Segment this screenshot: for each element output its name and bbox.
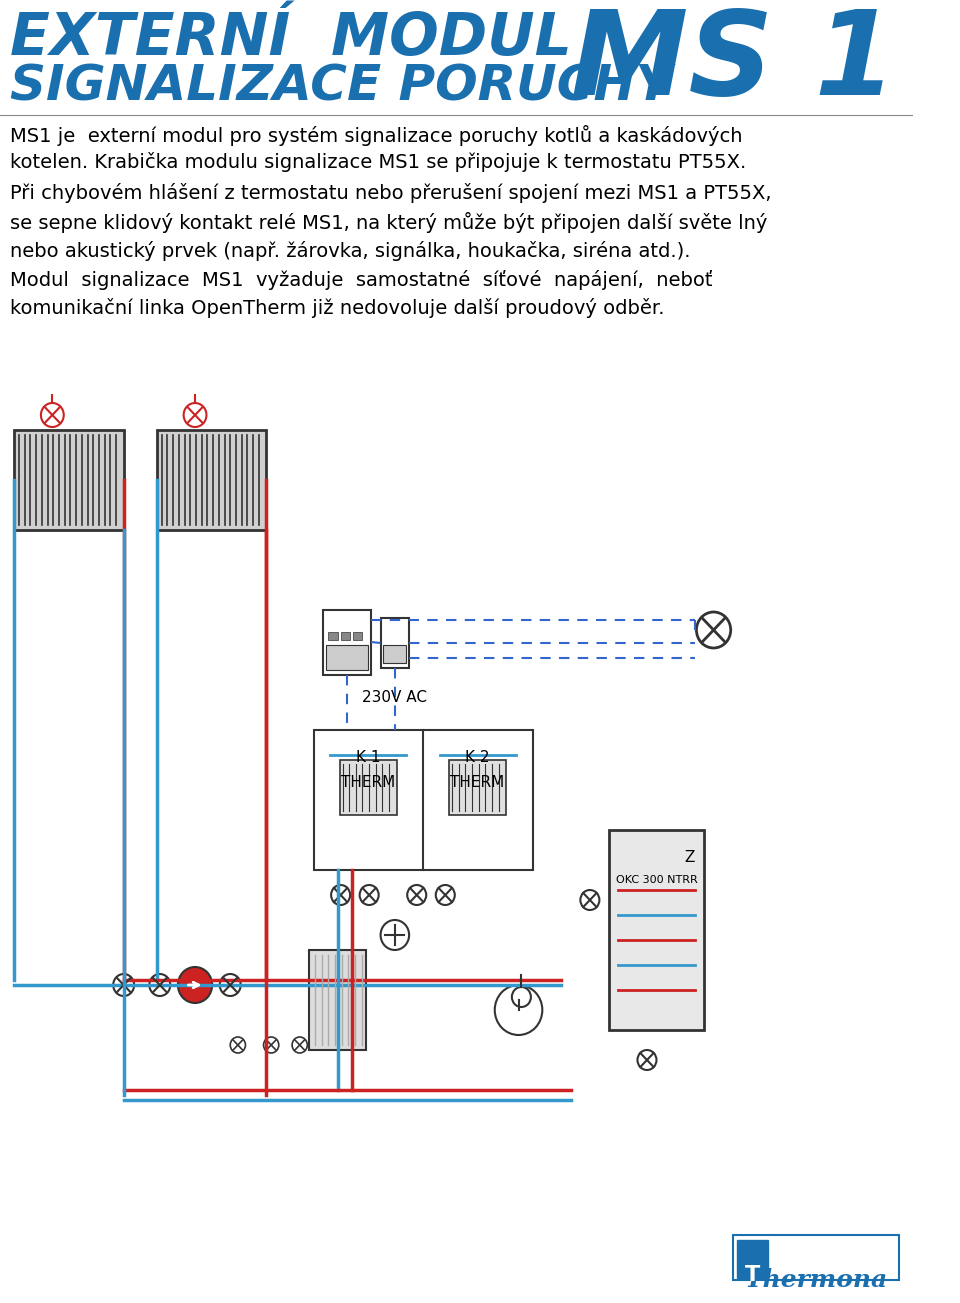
- Bar: [353, 632, 363, 640]
- Text: OKC 300 NTRR: OKC 300 NTRR: [615, 876, 697, 885]
- Bar: [314, 730, 533, 870]
- Bar: [328, 632, 338, 640]
- Text: THERM: THERM: [450, 775, 505, 790]
- Text: 230V AC: 230V AC: [362, 691, 426, 705]
- Text: T: T: [745, 1265, 760, 1285]
- Text: K 2: K 2: [466, 751, 490, 765]
- Text: MS 1: MS 1: [571, 5, 897, 120]
- Bar: [157, 430, 267, 530]
- Bar: [341, 632, 350, 640]
- Text: SIGNALIZACE PORUCHY: SIGNALIZACE PORUCHY: [10, 63, 671, 109]
- Text: Thermona: Thermona: [745, 1268, 888, 1293]
- Bar: [737, 1240, 768, 1278]
- Text: K 1: K 1: [356, 751, 380, 765]
- Circle shape: [178, 967, 212, 1003]
- Bar: [732, 1235, 900, 1280]
- Text: THERM: THERM: [341, 775, 396, 790]
- Text: EXTERNÍ  MODUL: EXTERNÍ MODUL: [10, 10, 571, 66]
- Bar: [324, 610, 372, 675]
- Bar: [326, 645, 369, 670]
- Bar: [383, 645, 406, 663]
- Bar: [380, 618, 409, 668]
- Text: MS1 je  externí modul pro systém signalizace poruchy kotlů a kaskádových
kotelen: MS1 je externí modul pro systém signaliz…: [10, 125, 746, 172]
- Text: Při chybovém hlášení z termostatu nebo přerušení spojení mezi MS1 a PT55X,
se se: Při chybovém hlášení z termostatu nebo p…: [10, 182, 771, 261]
- Bar: [340, 760, 396, 814]
- Bar: [14, 430, 124, 530]
- Bar: [449, 760, 506, 814]
- Bar: [309, 950, 367, 1050]
- Circle shape: [494, 985, 542, 1035]
- Text: Z: Z: [684, 850, 695, 865]
- Bar: [609, 830, 704, 1029]
- Text: Modul  signalizace  MS1  vyžaduje  samostatné  síťové  napájení,  neboť
komunika: Modul signalizace MS1 vyžaduje samostatn…: [10, 270, 712, 318]
